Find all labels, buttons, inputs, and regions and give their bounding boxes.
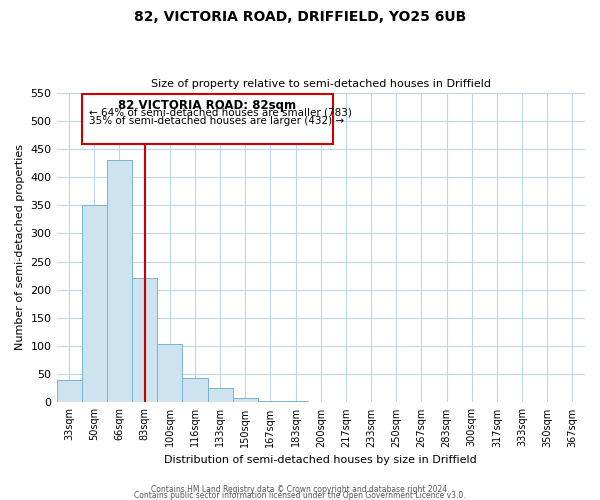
Bar: [182, 378, 208, 402]
Bar: [157, 344, 182, 403]
Title: Size of property relative to semi-detached houses in Driffield: Size of property relative to semi-detach…: [151, 79, 491, 89]
Bar: [258, 400, 283, 402]
Bar: [56, 380, 82, 402]
X-axis label: Distribution of semi-detached houses by size in Driffield: Distribution of semi-detached houses by …: [164, 455, 477, 465]
Bar: [82, 205, 107, 402]
Bar: [208, 388, 233, 402]
Text: ← 64% of semi-detached houses are smaller (783): ← 64% of semi-detached houses are smalle…: [89, 108, 352, 118]
Text: 82, VICTORIA ROAD, DRIFFIELD, YO25 6UB: 82, VICTORIA ROAD, DRIFFIELD, YO25 6UB: [134, 10, 466, 24]
Text: Contains HM Land Registry data © Crown copyright and database right 2024.: Contains HM Land Registry data © Crown c…: [151, 484, 449, 494]
FancyBboxPatch shape: [82, 94, 334, 144]
Y-axis label: Number of semi-detached properties: Number of semi-detached properties: [15, 144, 25, 350]
Text: 82 VICTORIA ROAD: 82sqm: 82 VICTORIA ROAD: 82sqm: [118, 100, 296, 112]
Bar: [132, 278, 157, 402]
Bar: [233, 398, 258, 402]
Text: Contains public sector information licensed under the Open Government Licence v3: Contains public sector information licen…: [134, 490, 466, 500]
Bar: [107, 160, 132, 402]
Text: 35% of semi-detached houses are larger (432) →: 35% of semi-detached houses are larger (…: [89, 116, 344, 126]
